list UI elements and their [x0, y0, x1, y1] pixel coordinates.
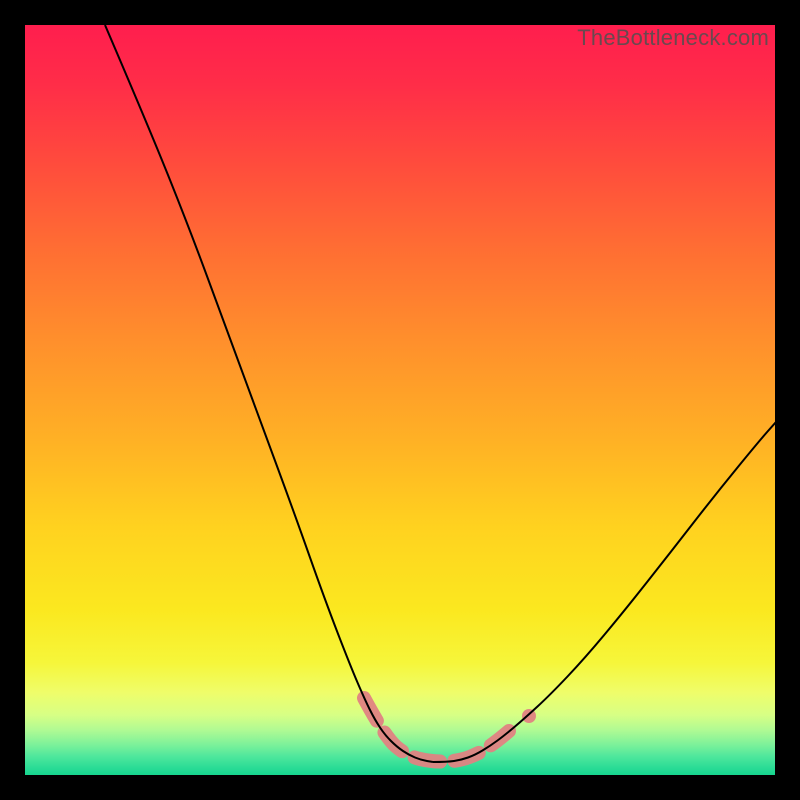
valley-highlight [364, 698, 509, 762]
plot-area: TheBottleneck.com [25, 25, 775, 775]
chart-frame: TheBottleneck.com [0, 0, 800, 800]
left-curve [105, 25, 433, 762]
right-curve [433, 422, 775, 762]
curve-layer [25, 25, 775, 775]
